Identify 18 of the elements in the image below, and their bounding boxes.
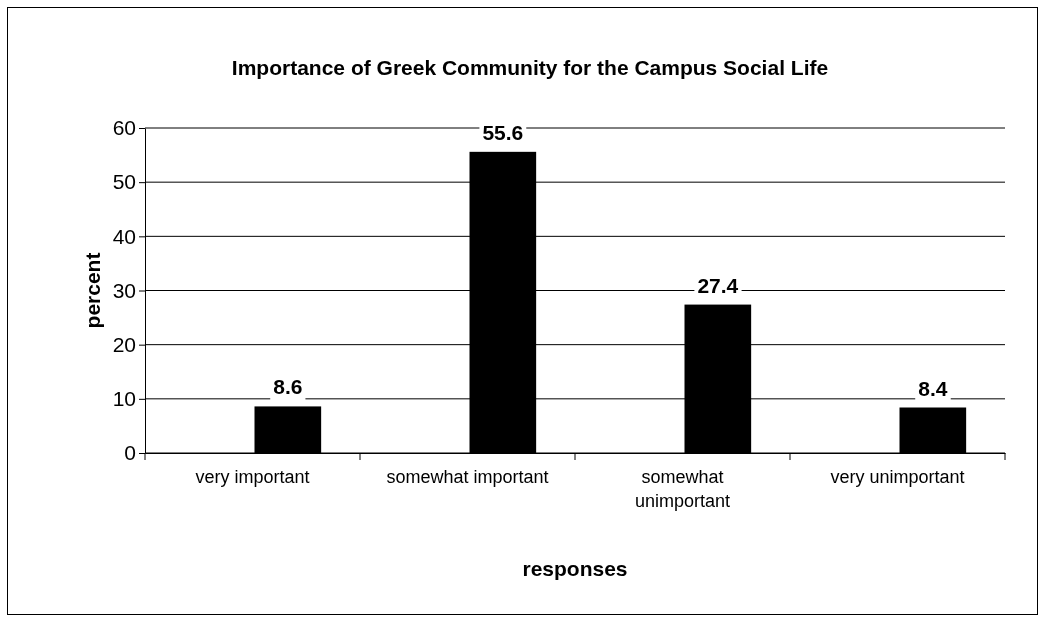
data-label: 55.6 xyxy=(482,120,524,144)
data-label: 8.4 xyxy=(918,376,948,400)
data-label: 8.6 xyxy=(273,375,303,399)
y-tick-label: 0 xyxy=(124,441,136,465)
y-axis-title: percent xyxy=(81,252,104,329)
y-tick-label: 20 xyxy=(112,332,136,356)
y-tick-label: 50 xyxy=(112,170,136,194)
x-tick-label: very important xyxy=(195,467,310,487)
y-tick-label: 60 xyxy=(112,116,136,140)
y-tick-label: 10 xyxy=(112,387,136,411)
chart-title: Importance of Greek Community for the Campus Social Life xyxy=(231,56,829,79)
x-tick-label: somewhat important xyxy=(386,467,549,487)
x-tick-label: somewhat unimportant xyxy=(634,467,731,511)
x-axis-title: responses xyxy=(522,557,628,580)
x-tick-label: very unimportant xyxy=(830,467,965,487)
data-label: 27.4 xyxy=(697,273,739,297)
y-tick-label: 30 xyxy=(112,278,136,302)
y-tick-label: 40 xyxy=(112,224,136,248)
